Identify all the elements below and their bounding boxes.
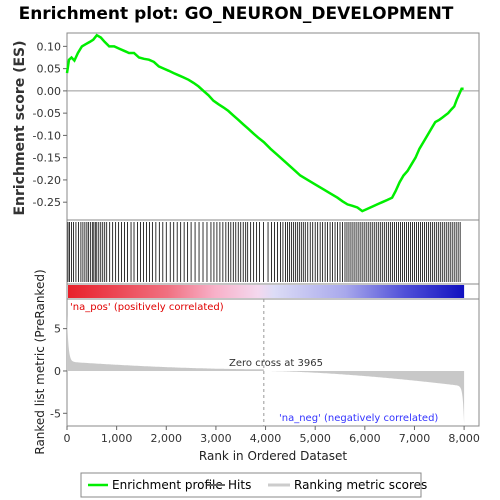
x-tick-label: 5,000: [299, 432, 331, 445]
metric-y-axis-label: Ranked list metric (PreRanked): [33, 269, 47, 454]
x-tick-label: 6,000: [349, 432, 381, 445]
x-tick-label: 1,000: [101, 432, 133, 445]
metric-y-tick-label: -5: [50, 407, 61, 420]
zero-cross-label: Zero cross at 3965: [229, 358, 323, 369]
hits-panel: [66, 219, 480, 285]
metric-y-tick-label: 5: [54, 323, 61, 336]
chart-title: Enrichment plot: GO_NEURON_DEVELOPMENT: [19, 4, 454, 24]
es-y-axis-label: Enrichment score (ES): [12, 40, 28, 215]
legend-label-hits: Hits: [228, 478, 251, 492]
metric-panel: -505 0 1,000 2,000 3,000 4,000 5,000 6,000 7,00…: [33, 269, 480, 463]
hit-marks: [67, 222, 461, 282]
legend-label-enrichment-profile: Enrichment profile: [112, 478, 223, 492]
es-y-tick-label: -0.20: [33, 174, 61, 187]
x-ticks: 0 1,000 2,000 3,000 4,000 5,000 6,000 7,000 8,00…: [64, 426, 480, 445]
x-axis-label: Rank in Ordered Dataset: [199, 449, 347, 463]
x-tick-label: 7,000: [399, 432, 431, 445]
es-y-tick-label: -0.10: [33, 129, 61, 142]
x-tick-label: 2,000: [151, 432, 183, 445]
positive-correlation-label: 'na_pos' (positively correlated): [70, 302, 224, 313]
legend-frame: [80, 472, 422, 498]
legend: Enrichment profile Hits Ranking metric s…: [80, 472, 427, 498]
negative-correlation-label: 'na_neg' (negatively correlated): [279, 413, 438, 424]
es-y-tick-label: -0.15: [33, 152, 61, 165]
rank-color-bar-fill: [68, 285, 465, 298]
es-y-ticks: -0.25 -0.20 -0.15 -0.10 -0.05 0.00 0.05 0.10: [33, 40, 67, 209]
es-y-tick-label: -0.05: [33, 107, 61, 120]
metric-panel-frame: [66, 298, 480, 427]
metric-y-ticks: -5 0 5: [50, 323, 67, 420]
rank-color-bar: [66, 283, 480, 300]
x-tick-label: 3,000: [200, 432, 232, 445]
metric-y-tick-label: 0: [54, 365, 61, 378]
es-y-tick-label: 0.05: [37, 63, 62, 76]
hits-panel-frame: [66, 219, 480, 285]
legend-label-ranking-metric: Ranking metric scores: [294, 478, 427, 492]
enrichment-profile-line: [65, 33, 464, 213]
es-panel: -0.25 -0.20 -0.15 -0.10 -0.05 0.00 0.05 0.10 En…: [12, 32, 480, 221]
es-y-tick-label: 0.00: [37, 85, 62, 98]
x-tick-label: 0: [64, 432, 71, 445]
ranking-metric-area: [67, 314, 465, 425]
x-tick-label: 4,000: [250, 432, 282, 445]
es-panel-frame: [66, 32, 480, 221]
es-y-tick-label: 0.10: [37, 40, 62, 53]
es-y-tick-label: -0.25: [33, 196, 61, 209]
x-tick-label: 8,000: [448, 432, 480, 445]
